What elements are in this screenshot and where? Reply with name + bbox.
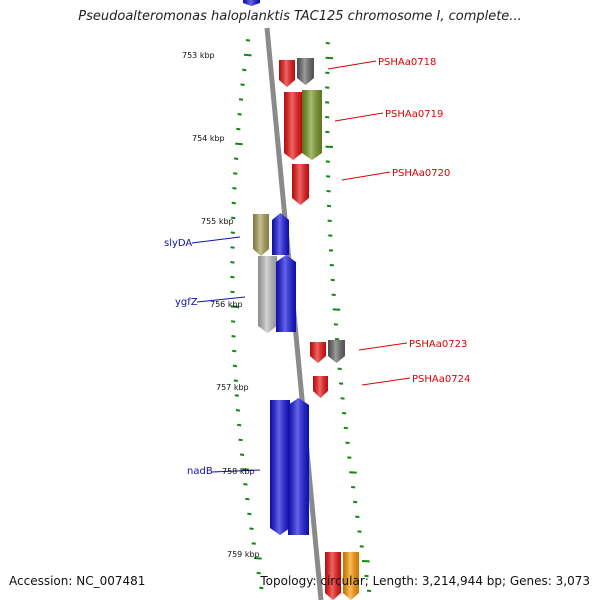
tick-mark [238, 438, 243, 442]
accession-text: Accession: NC_007481 [9, 574, 146, 588]
tick-label: 757 kbp [216, 383, 249, 392]
genome-summary-text: Topology: circular; Length: 3,214,944 bp… [260, 574, 590, 588]
gene-arrow-shading [272, 213, 289, 255]
tick-mark [256, 571, 261, 575]
tick-mark [230, 320, 236, 323]
tick-mark [241, 468, 250, 471]
gene-label-pshaa0723[interactable]: PSHAa0723 [409, 339, 467, 350]
tick-mark [239, 453, 245, 456]
tick-mark [230, 305, 239, 308]
gene-arrow-shading [243, 0, 260, 6]
gene-arrow-shading [328, 340, 345, 363]
tick-mark [233, 172, 238, 175]
gene-labels: PSHAa0718 PSHAa0719 PSHAa0720 slyDA ygfZ PSHA… [164, 57, 470, 477]
leader-line [358, 342, 408, 351]
tick-marks [230, 39, 372, 592]
gene-label-pshaa0720[interactable]: PSHAa0720 [392, 168, 450, 179]
tick-mark [245, 497, 250, 501]
tick-mark [259, 586, 264, 590]
tick-mark [245, 39, 251, 42]
tick-mark [240, 83, 245, 86]
tick-mark [235, 142, 243, 146]
tick-mark [251, 542, 256, 545]
gene-arrow-shading [288, 398, 309, 535]
tick-mark [233, 379, 238, 382]
gene-arrow-shading [310, 342, 326, 363]
tick-mark [242, 68, 247, 72]
gene-arrow-shading [343, 552, 359, 600]
gene-arrow-shading [276, 255, 296, 332]
tick-label: 755 kbp [201, 217, 234, 226]
gene-arrow-shading [270, 400, 290, 535]
tick-mark [238, 98, 244, 101]
tick-label: 758 kbp [222, 467, 255, 476]
tick-mark [237, 423, 242, 427]
tick-mark [234, 394, 239, 397]
leader-line [191, 236, 241, 244]
tick-mark [237, 113, 242, 116]
leader-line [211, 469, 261, 473]
gene-label-nadb[interactable]: nadB [187, 466, 213, 477]
gene-features [243, 0, 359, 600]
tick-label: 754 kbp [192, 134, 225, 143]
gene-label-pshaa0719[interactable]: PSHAa0719 [385, 109, 443, 120]
tick-mark [231, 216, 236, 220]
gene-arrow-shading [313, 376, 328, 398]
tick-mark [230, 231, 235, 234]
leader-line [341, 171, 391, 181]
tick-mark [230, 290, 235, 294]
tick-mark [230, 246, 235, 249]
gene-label-ygfz[interactable]: ygfZ [175, 297, 198, 308]
tick-mark [230, 261, 235, 264]
map-title: Pseudoalteromonas haloplanktis TAC125 ch… [78, 9, 522, 24]
tick-mark [232, 187, 237, 190]
tick-mark [236, 127, 241, 131]
tick-labels: 753 kbp 754 kbp 755 kbp 756 kbp 757 kbp 758 k… [182, 51, 260, 559]
tick-mark [247, 512, 252, 516]
gene-arrow-shading [279, 60, 295, 87]
tick-mark [233, 157, 239, 160]
gene-label-pshaa0724[interactable]: PSHAa0724 [412, 374, 470, 385]
gene-label-pshaa0718[interactable]: PSHAa0718 [378, 57, 436, 68]
gene-arrow-shading [258, 256, 277, 333]
tick-label: 759 kbp [227, 550, 260, 559]
tick-mark [231, 335, 236, 338]
leader-line [196, 296, 246, 303]
gene-arrow-shading [253, 214, 269, 256]
tick-mark [243, 53, 252, 57]
tick-mark [231, 201, 236, 205]
tick-mark [230, 275, 235, 279]
tick-mark [243, 483, 248, 486]
gene-label-slyda[interactable]: slyDA [164, 238, 192, 249]
tick-mark [249, 527, 254, 530]
tick-mark [254, 557, 262, 560]
tick-label: 753 kbp [182, 51, 215, 60]
tick-label: 756 kbp [210, 300, 243, 309]
leader-line [334, 112, 384, 122]
gene-arrow-shading [292, 164, 309, 205]
leader-line [361, 377, 411, 386]
leader-line [327, 60, 377, 70]
tick-mark [232, 349, 237, 353]
gene-arrow-shading [284, 92, 302, 160]
gene-arrow-shading [302, 90, 322, 160]
gene-arrow-shading [325, 552, 341, 600]
gene-arrow-shading [297, 58, 314, 85]
tick-mark [232, 364, 238, 368]
tick-mark [235, 409, 241, 412]
